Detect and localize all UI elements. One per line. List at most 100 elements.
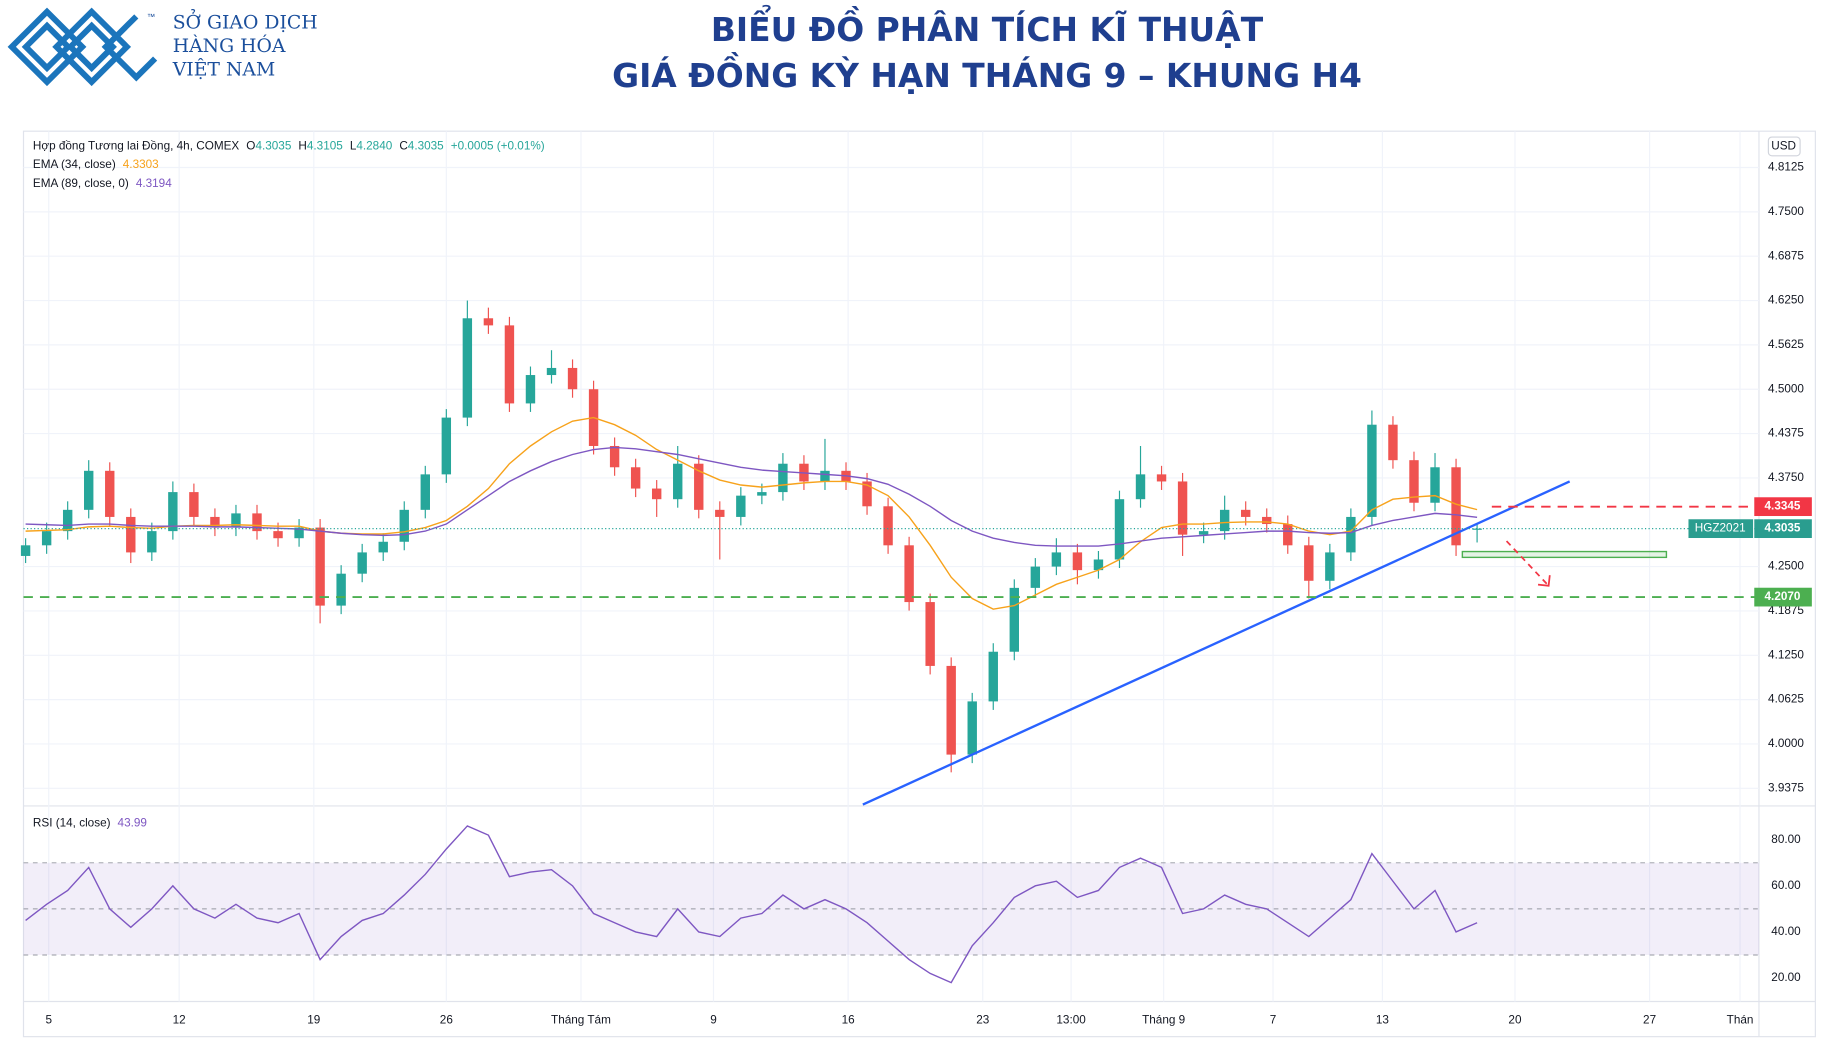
logo-text: VIỆT NAM [172,58,276,80]
candle-body [1093,559,1104,571]
candle-body [525,375,536,404]
legend-value: 4.3194 [136,177,172,190]
candle-body [736,495,746,517]
y-tick-label: 3.9375 [1768,781,1804,794]
logo-text: HÀNG HÓA [173,34,286,57]
candle-body [1114,499,1125,560]
candle-body [988,651,998,702]
candle-body [1325,552,1335,581]
ema-line [25,416,1478,610]
candle-body [1283,524,1293,546]
x-tick-label: 16 [842,1013,855,1026]
y-tick-label: 4.5625 [1768,338,1804,351]
x-tick-label: 13 [1376,1013,1389,1026]
candle-body [1072,552,1083,571]
candle-body [946,665,956,755]
currency: USD [1771,140,1796,153]
level-tag-text: 4.3345 [1765,500,1801,513]
instrument: Hợp đồng Tương lai Đồng, 4h, COMEX [33,140,240,153]
candle-body [462,318,473,418]
candle-body [168,492,178,532]
level-tag-text: 4.2070 [1765,590,1801,603]
candle-body [62,509,73,532]
legend-value: 4.3303 [123,158,159,171]
support-box [1461,550,1668,559]
x-tick-label: 12 [173,1013,186,1026]
title: BIỂU ĐỒ PHÂN TÍCH KĨ THUẬT [711,4,1264,49]
price-tag [1754,519,1812,539]
rsi-line [25,825,1478,984]
y-tick-label: 4.0000 [1768,737,1804,750]
level-tag [1754,587,1812,607]
candle-body [1198,531,1209,535]
y-tick-label: 4.4375 [1768,427,1804,440]
candle-body [694,463,704,510]
legend: EMA (89, close, 0) 4.3194 [33,177,172,190]
x-tick-label: 19 [307,1013,320,1026]
candle-body [315,527,325,606]
y-tick-label: 80.00 [1771,833,1801,846]
ohlc-prefix: O [246,140,255,153]
logo-shape [66,21,117,73]
ohlc-value: 4.3035 [255,140,291,153]
trendline [862,480,1571,806]
candle-body [1346,516,1356,553]
candle-body [20,545,31,556]
arrow-head [1537,575,1551,587]
ohlc-value: 4.3105 [307,140,343,153]
y-tick-label: 4.6875 [1768,249,1804,262]
ohlc-value: 4.2840 [356,140,392,153]
candle-body [1430,467,1440,503]
candle-body [1030,566,1041,588]
candle-body [336,573,346,606]
ema-line [25,446,1478,547]
y-tick-label: 4.8125 [1768,161,1804,174]
candle-body [210,516,220,528]
x-tick-label: Tháng 9 [1142,1013,1185,1026]
candle-body [1051,552,1062,567]
candle-body [862,481,872,507]
x-tick-label: 20 [1508,1013,1522,1026]
currency-box [1767,136,1801,157]
candle-body [778,463,788,493]
symbol-tag [1688,519,1754,539]
x-tick-label: Tháng Tám [551,1013,611,1026]
y-tick-label: 20.00 [1771,971,1801,984]
x-tick-label: Thán [1727,1013,1754,1026]
logo-shape [21,21,73,73]
candle-body [504,325,515,404]
symbol-tag-text: HGZ2021 [1695,522,1746,535]
price-tag-text: 4.3035 [1765,522,1801,535]
candle-body [1367,424,1377,517]
candle-body [441,417,452,475]
y-tick-label: 4.1875 [1768,604,1804,617]
candle-body [1451,467,1461,546]
candle-body [420,474,430,510]
candle-body [673,463,683,500]
candle-body [483,318,494,326]
candle-body [1156,474,1167,482]
x-tick-label: 23 [976,1013,989,1026]
y-tick-label: 4.0625 [1768,693,1804,706]
candle-body [883,506,893,546]
candle-body [1240,509,1251,517]
legend: Hợp đồng Tương lai Đồng, 4h, COMEX O4.303… [33,140,545,153]
y-tick-label: 4.7500 [1768,205,1804,218]
candle-body [546,367,557,376]
candle-body [231,513,241,528]
candle-body [294,527,304,539]
candle-body [252,513,262,532]
x-tick-label: 9 [710,1013,717,1026]
candle-body [1177,481,1188,535]
title: GIÁ ĐỒNG KỲ HẠN THÁNG 9 – KHUNG H4 [612,51,1362,95]
ohlc-prefix: L [350,140,357,153]
y-tick-label: 40.00 [1771,925,1801,938]
candle-body [357,552,367,574]
ohlc-prefix: C [399,140,408,153]
candle-body [399,509,409,542]
x-tick-label: 7 [1270,1013,1277,1026]
candle-body [147,531,157,553]
candle-body [1219,509,1230,532]
legend-value: 43.99 [118,817,147,830]
candle-body [904,545,914,603]
